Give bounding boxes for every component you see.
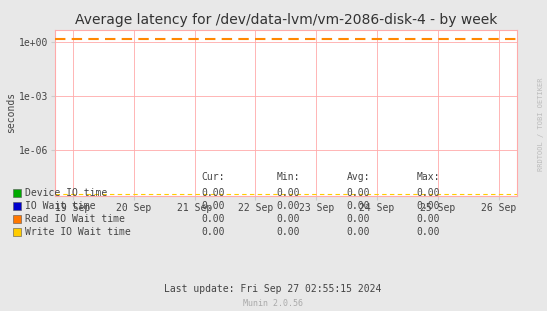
FancyBboxPatch shape [13, 202, 21, 210]
FancyBboxPatch shape [13, 215, 21, 223]
Text: 0.00: 0.00 [276, 227, 300, 237]
Text: IO Wait time: IO Wait time [25, 201, 96, 211]
Text: Max:: Max: [416, 172, 440, 182]
Text: 0.00: 0.00 [276, 214, 300, 224]
Text: Write IO Wait time: Write IO Wait time [25, 227, 131, 237]
Text: Read IO Wait time: Read IO Wait time [25, 214, 125, 224]
Text: 0.00: 0.00 [201, 214, 225, 224]
Text: 0.00: 0.00 [416, 227, 440, 237]
Text: 0.00: 0.00 [346, 201, 370, 211]
Text: Avg:: Avg: [346, 172, 370, 182]
Title: Average latency for /dev/data-lvm/vm-2086-disk-4 - by week: Average latency for /dev/data-lvm/vm-208… [74, 13, 497, 27]
Text: Device IO time: Device IO time [25, 188, 107, 198]
FancyBboxPatch shape [13, 189, 21, 197]
Text: 0.00: 0.00 [201, 201, 225, 211]
Text: Last update: Fri Sep 27 02:55:15 2024: Last update: Fri Sep 27 02:55:15 2024 [164, 284, 382, 294]
Text: 0.00: 0.00 [346, 188, 370, 198]
Text: Min:: Min: [276, 172, 300, 182]
Text: 0.00: 0.00 [416, 214, 440, 224]
Text: 0.00: 0.00 [416, 188, 440, 198]
Text: 0.00: 0.00 [201, 188, 225, 198]
Text: 0.00: 0.00 [276, 188, 300, 198]
FancyBboxPatch shape [13, 228, 21, 236]
Text: 0.00: 0.00 [346, 214, 370, 224]
Text: Cur:: Cur: [201, 172, 225, 182]
Text: 0.00: 0.00 [416, 201, 440, 211]
Y-axis label: seconds: seconds [5, 92, 16, 133]
Text: 0.00: 0.00 [346, 227, 370, 237]
Text: 0.00: 0.00 [276, 201, 300, 211]
Text: 0.00: 0.00 [201, 227, 225, 237]
Text: Munin 2.0.56: Munin 2.0.56 [243, 299, 303, 308]
Text: RRDTOOL / TOBI OETIKER: RRDTOOL / TOBI OETIKER [538, 78, 544, 171]
